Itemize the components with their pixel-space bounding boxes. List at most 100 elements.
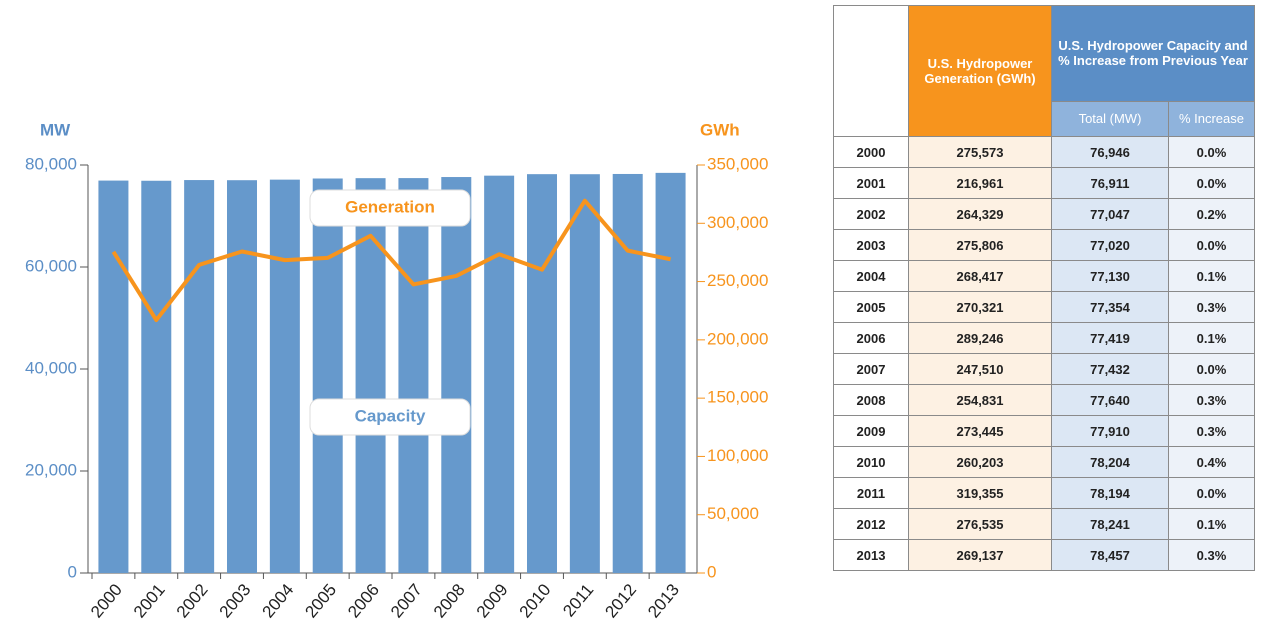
increase-cell: 0.1%	[1168, 322, 1255, 354]
generation-cell: 247,510	[908, 353, 1052, 385]
x-tick-label: 2012	[601, 580, 640, 621]
increase-cell: 0.1%	[1168, 508, 1255, 540]
generation-cell: 275,573	[908, 136, 1052, 168]
generation-cell: 276,535	[908, 508, 1052, 540]
x-tick-label: 2004	[258, 580, 297, 621]
total-cell: 77,130	[1051, 260, 1169, 292]
year-cell: 2012	[833, 508, 909, 540]
bar	[98, 180, 129, 574]
y2-tick-label: 200,000	[707, 329, 768, 348]
bar	[398, 178, 429, 573]
total-cell: 76,946	[1051, 136, 1169, 168]
y-tick-label: 20,000	[25, 460, 77, 479]
year-cell: 2007	[833, 353, 909, 385]
x-tick-label: 2006	[344, 580, 383, 621]
table-row: 2005 270,321 77,354 0.3%	[833, 291, 1255, 323]
table-row: 2000 275,573 76,946 0.0%	[833, 136, 1255, 168]
table-row: 2004 268,417 77,130 0.1%	[833, 260, 1255, 292]
generation-cell: 264,329	[908, 198, 1052, 230]
y2-tick-label: 250,000	[707, 271, 768, 290]
series-label: Generation	[345, 197, 435, 216]
increase-cell: 0.1%	[1168, 260, 1255, 292]
bar	[184, 180, 215, 573]
generation-cell: 275,806	[908, 229, 1052, 261]
y2-axis-label: GWh	[700, 120, 740, 139]
table-row: 2007 247,510 77,432 0.0%	[833, 353, 1255, 385]
bar	[269, 179, 300, 573]
generation-cell: 268,417	[908, 260, 1052, 292]
table-row: 2009 273,445 77,910 0.3%	[833, 415, 1255, 447]
x-tick-label: 2002	[173, 580, 212, 621]
header-capacity: U.S. Hydropower Capacity and % Increase …	[1051, 5, 1255, 102]
generation-cell: 254,831	[908, 384, 1052, 416]
increase-cell: 0.0%	[1168, 229, 1255, 261]
year-cell: 2013	[833, 539, 909, 571]
generation-cell: 289,246	[908, 322, 1052, 354]
table-row: 2006 289,246 77,419 0.1%	[833, 322, 1255, 354]
table-row: 2001 216,961 76,911 0.0%	[833, 167, 1255, 199]
total-cell: 78,194	[1051, 477, 1169, 509]
table-row: 2010 260,203 78,204 0.4%	[833, 446, 1255, 478]
increase-cell: 0.0%	[1168, 167, 1255, 199]
bar	[227, 180, 257, 573]
increase-cell: 0.3%	[1168, 291, 1255, 323]
header-generation: U.S. Hydropower Generation (GWh)	[908, 5, 1052, 137]
total-cell: 77,640	[1051, 384, 1169, 416]
increase-cell: 0.3%	[1168, 539, 1255, 571]
generation-cell: 270,321	[908, 291, 1052, 323]
bar	[612, 173, 643, 574]
table-row: 2012 276,535 78,241 0.1%	[833, 508, 1255, 540]
bar	[355, 178, 386, 574]
y2-tick-label: 350,000	[707, 154, 768, 173]
table-row: 2011 319,355 78,194 0.0%	[833, 477, 1255, 509]
generation-cell: 269,137	[908, 539, 1052, 571]
y-tick-label: 80,000	[25, 154, 77, 173]
table-row: 2003 275,806 77,020 0.0%	[833, 229, 1255, 261]
increase-cell: 0.0%	[1168, 353, 1255, 385]
year-cell: 2006	[833, 322, 909, 354]
bar	[312, 178, 343, 573]
year-cell: 2003	[833, 229, 909, 261]
year-cell: 2002	[833, 198, 909, 230]
generation-cell: 260,203	[908, 446, 1052, 478]
header-increase: % Increase	[1168, 100, 1255, 138]
chart: MW GWh 0 20,000 40,000 60,000 80,000 0 50,000 1…	[25, 120, 768, 621]
y-tick-label: 40,000	[25, 358, 77, 377]
x-tick-label: 2001	[130, 580, 169, 621]
y2-tick-label: 300,000	[707, 213, 768, 232]
series-label-box	[309, 189, 471, 227]
table-row: U.S. Hydropower Generation (GWh) U.S. Hyd…	[833, 5, 1255, 137]
data-table: U.S. Hydropower Generation (GWh) U.S. Hyd…	[833, 5, 1255, 571]
generation-cell: 319,355	[908, 477, 1052, 509]
y-tick-label: 0	[68, 562, 77, 581]
x-tick-label: 2007	[387, 580, 426, 621]
total-cell: 77,020	[1051, 229, 1169, 261]
total-cell: 76,911	[1051, 167, 1169, 199]
table-row: 2013 269,137 78,457 0.3%	[833, 539, 1255, 571]
x-tick-label: 2009	[473, 580, 512, 621]
year-cell: 2005	[833, 291, 909, 323]
increase-cell: 0.4%	[1168, 446, 1255, 478]
y2-tick-label: 0	[707, 562, 716, 581]
y-axis-label: MW	[40, 120, 71, 139]
year-cell: 2004	[833, 260, 909, 292]
x-tick-label: 2008	[430, 580, 469, 621]
bar	[655, 172, 686, 573]
bar	[569, 174, 600, 573]
year-cell: 2000	[833, 136, 909, 168]
generation-cell: 216,961	[908, 167, 1052, 199]
increase-cell: 0.0%	[1168, 477, 1255, 509]
bar	[484, 175, 515, 573]
bar	[527, 174, 557, 573]
header-corner	[833, 5, 909, 137]
year-cell: 2010	[833, 446, 909, 478]
table-row: Total (MW)% Increase	[834, 100, 1255, 138]
table-row: 2002 264,329 77,047 0.2%	[833, 198, 1255, 230]
y2-tick-label: 150,000	[707, 388, 768, 407]
x-tick-label: 2013	[644, 580, 683, 621]
series-label-box	[309, 398, 471, 436]
increase-cell: 0.3%	[1168, 415, 1255, 447]
year-cell: 2001	[833, 167, 909, 199]
bar	[441, 177, 472, 573]
increase-cell: 0.2%	[1168, 198, 1255, 230]
